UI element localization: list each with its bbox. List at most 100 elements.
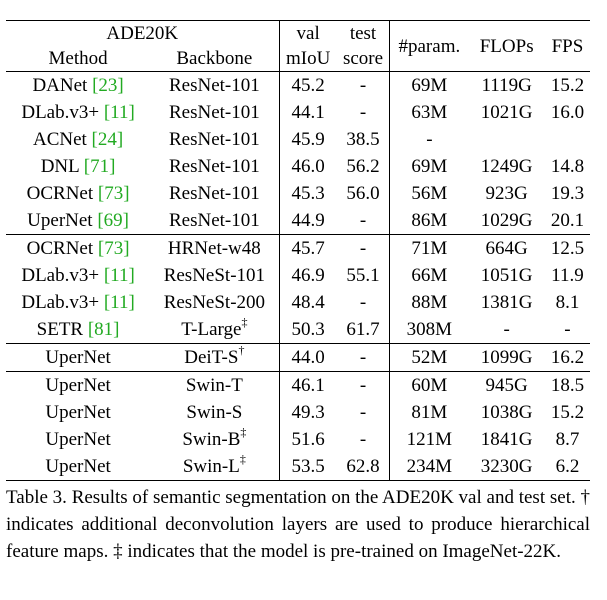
cell-params: 81M [411,402,448,423]
table-row: UperNet Swin-B‡ 51.6-121M 1841G 8.7 [6,426,590,453]
citation-link[interactable]: [73] [97,238,130,259]
method-name: UperNet [45,456,111,477]
footnote-mark: ‡ [240,424,247,439]
method-name: UperNet [27,210,93,231]
backbone-name: ResNet-101 [168,75,260,96]
cell-test-score: - [336,343,391,372]
citation-link[interactable]: [24] [91,129,124,150]
header-backbone: Backbone [150,46,280,72]
cell-val-miou: 44.9 [291,210,325,231]
cell-flops: 1029G [480,210,533,231]
backbone-name: ResNet-101 [168,183,260,204]
citation-link[interactable]: [11] [103,265,135,286]
backbone-name: ResNet-101 [168,210,260,231]
cell-test-score: 56.2 [336,153,391,180]
cell-val-miou: 44.0 [279,343,337,372]
backbone-name: Swin-T [185,375,243,396]
method-name: UperNet [45,375,111,396]
header-val-line2: mIoU [285,48,331,69]
cell-fps: 16.2 [544,343,590,372]
header-group-label: ADE20K [6,20,280,46]
cell-method: OCRNet [73] [6,180,150,207]
cell-fps: 8.1 [555,292,580,313]
method-name: DNL [40,156,80,177]
cell-params: 56M [411,183,448,204]
cell-fps: 18.5 [544,371,590,399]
cell-flops: 923G [485,183,528,204]
citation-link[interactable]: [11] [103,102,135,123]
cell-val-miou: 45.3 [291,183,325,204]
cell-method: DNL [71] [6,153,150,180]
cell-flops: 3230G [468,453,545,481]
header-method: Method [48,48,108,69]
cell-flops: 1099G [468,343,545,372]
backbone-name: Swin-L [182,456,240,477]
cell-backbone: ResNeSt-101 [150,262,280,289]
cell-fps: 15.2 [550,402,585,423]
cell-params: 69M [411,156,448,177]
citation-link[interactable]: [23] [92,75,124,96]
cell-flops: 1038G [480,402,533,423]
cell-test-score: 61.7 [336,316,391,344]
table-row: OCRNet [73] HRNet-w48 45.7-71M 664G 12.5 [6,234,590,262]
cell-params: 71M [389,234,469,262]
method-name: UperNet [45,347,111,368]
cell-method: SETR [81] [6,316,150,344]
method-name: DLab.v3+ [21,265,100,286]
cell-fps: - [564,319,571,340]
footnote-mark: ‡ [239,451,246,466]
cell-method: UperNet [6,343,151,372]
cell-params: 66M [411,265,448,286]
table-row: SETR [81] T-Large‡ 50.3 61.7 308M - - [6,316,590,344]
cell-method: ACNet [24] [6,126,150,153]
header-flops: FLOPs [468,20,545,72]
cell-fps: 12.5 [544,234,590,262]
citation-link[interactable]: [11] [103,292,135,313]
cell-backbone: DeiT-S† [150,342,280,372]
cell-method: DLab.v3+ [11] [6,99,150,126]
cell-test-score: - [336,207,391,235]
cell-test-score: 62.8 [336,453,391,481]
cell-val-miou: 45.2 [279,71,337,99]
cell-test-score: - [336,99,391,126]
cell-method: UperNet [69] [6,207,150,235]
table-row: UperNet Swin-L‡ 53.5 62.8 234M 3230G 6.2 [6,453,590,481]
cell-val-miou: 46.0 [291,156,325,177]
citation-link[interactable]: [73] [97,183,130,204]
cell-params: 88M [411,292,448,313]
backbone-name: Swin-B [182,429,241,450]
backbone-name: ResNeSt-101 [163,265,266,286]
cell-fps: 20.1 [550,210,585,231]
cell-fps: 8.7 [555,429,580,450]
cell-method: DLab.v3+ [11] [6,262,150,289]
cell-test-score: - [336,426,391,453]
citation-link[interactable]: [69] [97,210,129,231]
cell-backbone: ResNet-101 [150,180,280,207]
cell-flops [468,126,544,153]
cell-fps: 14.8 [550,156,585,177]
table-row: ACNet [24] ResNet-101 45.9 38.5 - [6,126,590,153]
cell-params: 63M [411,102,448,123]
cell-test-score: 56.0 [336,180,391,207]
backbone-name: ResNeSt-200 [163,292,266,313]
cell-params: 52M [389,343,469,372]
citation-link[interactable]: [81] [87,319,120,340]
cell-val-miou: 51.6 [291,429,325,450]
cell-flops: 945G [468,371,545,399]
method-name: DANet [32,75,88,96]
cell-params: 69M [389,71,469,99]
backbone-name: T-Large [181,319,242,340]
footnote-mark: † [238,342,245,357]
cell-fps: 16.0 [550,102,585,123]
table-body: DANet [23] ResNet-101 45.2-69M 1119G 15.2 DLa… [6,71,590,481]
cell-method: UperNet [6,371,151,399]
cell-backbone: Swin-S [150,399,280,426]
cell-test-score: - [336,399,391,426]
cell-fps [545,126,590,153]
table-row: UperNet Swin-S 49.3-81M 1038G 15.2 [6,399,590,426]
cell-val-miou: 45.9 [291,129,325,150]
cell-flops: 1381G [480,292,533,313]
citation-link[interactable]: [71] [83,156,116,177]
cell-fps: 11.9 [551,265,584,286]
cell-flops: 1249G [480,156,533,177]
